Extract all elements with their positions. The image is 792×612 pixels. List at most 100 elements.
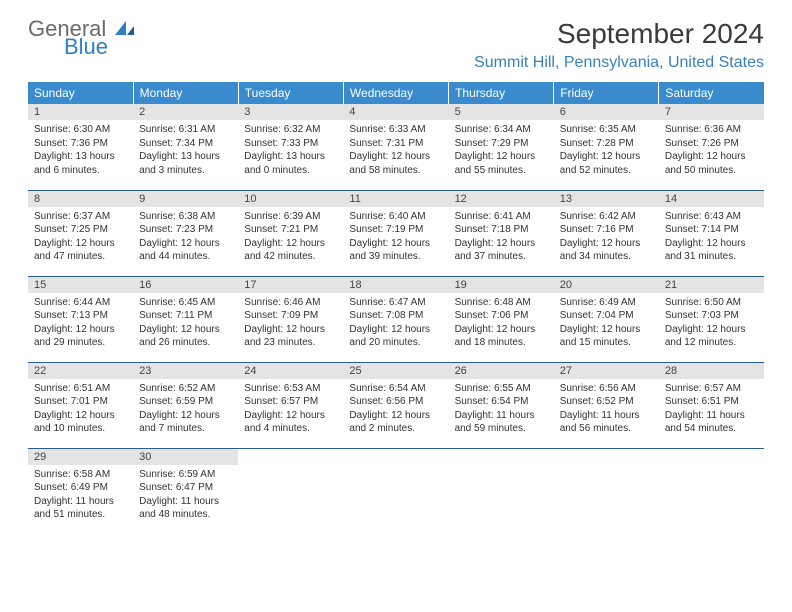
calendar-cell: 18Sunrise: 6:47 AMSunset: 7:08 PMDayligh… [343,276,448,362]
calendar-cell: 11Sunrise: 6:40 AMSunset: 7:19 PMDayligh… [343,190,448,276]
calendar-cell: 16Sunrise: 6:45 AMSunset: 7:11 PMDayligh… [133,276,238,362]
header: General Blue September 2024 Summit Hill,… [28,18,764,72]
calendar-cell [343,448,448,534]
weekday-header: Tuesday [238,82,343,104]
day-details: Sunrise: 6:39 AMSunset: 7:21 PMDaylight:… [238,207,343,268]
day-number: 13 [554,191,659,207]
day-number: 8 [28,191,133,207]
day-details: Sunrise: 6:55 AMSunset: 6:54 PMDaylight:… [449,379,554,440]
day-number: 23 [133,363,238,379]
calendar-cell [554,448,659,534]
day-details: Sunrise: 6:36 AMSunset: 7:26 PMDaylight:… [659,120,764,181]
weekday-header: Thursday [449,82,554,104]
day-number: 20 [554,277,659,293]
calendar-cell: 29Sunrise: 6:58 AMSunset: 6:49 PMDayligh… [28,448,133,534]
day-number: 11 [343,191,448,207]
day-number: 24 [238,363,343,379]
day-number: 4 [343,104,448,120]
logo: General Blue [28,18,136,58]
day-number: 10 [238,191,343,207]
day-details: Sunrise: 6:59 AMSunset: 6:47 PMDaylight:… [133,465,238,526]
day-details: Sunrise: 6:37 AMSunset: 7:25 PMDaylight:… [28,207,133,268]
weekday-header: Monday [133,82,238,104]
day-details: Sunrise: 6:54 AMSunset: 6:56 PMDaylight:… [343,379,448,440]
calendar-cell [659,448,764,534]
day-details: Sunrise: 6:57 AMSunset: 6:51 PMDaylight:… [659,379,764,440]
day-details: Sunrise: 6:53 AMSunset: 6:57 PMDaylight:… [238,379,343,440]
calendar-cell: 28Sunrise: 6:57 AMSunset: 6:51 PMDayligh… [659,362,764,448]
calendar-cell: 6Sunrise: 6:35 AMSunset: 7:28 PMDaylight… [554,104,659,190]
day-number: 25 [343,363,448,379]
day-details: Sunrise: 6:51 AMSunset: 7:01 PMDaylight:… [28,379,133,440]
day-number: 18 [343,277,448,293]
calendar-cell: 8Sunrise: 6:37 AMSunset: 7:25 PMDaylight… [28,190,133,276]
day-details: Sunrise: 6:46 AMSunset: 7:09 PMDaylight:… [238,293,343,354]
weekday-header: Saturday [659,82,764,104]
day-details: Sunrise: 6:41 AMSunset: 7:18 PMDaylight:… [449,207,554,268]
day-details: Sunrise: 6:52 AMSunset: 6:59 PMDaylight:… [133,379,238,440]
calendar-cell: 12Sunrise: 6:41 AMSunset: 7:18 PMDayligh… [449,190,554,276]
day-details: Sunrise: 6:47 AMSunset: 7:08 PMDaylight:… [343,293,448,354]
day-number: 5 [449,104,554,120]
day-number: 19 [449,277,554,293]
day-details: Sunrise: 6:42 AMSunset: 7:16 PMDaylight:… [554,207,659,268]
day-details: Sunrise: 6:44 AMSunset: 7:13 PMDaylight:… [28,293,133,354]
calendar-cell: 13Sunrise: 6:42 AMSunset: 7:16 PMDayligh… [554,190,659,276]
month-title: September 2024 [474,18,764,50]
calendar-cell: 19Sunrise: 6:48 AMSunset: 7:06 PMDayligh… [449,276,554,362]
calendar-cell: 23Sunrise: 6:52 AMSunset: 6:59 PMDayligh… [133,362,238,448]
calendar-cell: 17Sunrise: 6:46 AMSunset: 7:09 PMDayligh… [238,276,343,362]
day-details: Sunrise: 6:40 AMSunset: 7:19 PMDaylight:… [343,207,448,268]
weekday-header: Wednesday [343,82,448,104]
calendar-cell [238,448,343,534]
calendar-cell: 27Sunrise: 6:56 AMSunset: 6:52 PMDayligh… [554,362,659,448]
calendar-cell: 7Sunrise: 6:36 AMSunset: 7:26 PMDaylight… [659,104,764,190]
sail-icon [114,20,136,38]
day-number: 26 [449,363,554,379]
day-number: 2 [133,104,238,120]
location: Summit Hill, Pennsylvania, United States [474,54,764,72]
calendar-cell: 14Sunrise: 6:43 AMSunset: 7:14 PMDayligh… [659,190,764,276]
calendar-cell: 25Sunrise: 6:54 AMSunset: 6:56 PMDayligh… [343,362,448,448]
day-details: Sunrise: 6:48 AMSunset: 7:06 PMDaylight:… [449,293,554,354]
day-number: 15 [28,277,133,293]
day-number: 7 [659,104,764,120]
day-details: Sunrise: 6:32 AMSunset: 7:33 PMDaylight:… [238,120,343,181]
calendar-cell [449,448,554,534]
calendar-cell: 5Sunrise: 6:34 AMSunset: 7:29 PMDaylight… [449,104,554,190]
day-details: Sunrise: 6:30 AMSunset: 7:36 PMDaylight:… [28,120,133,181]
day-number: 30 [133,449,238,465]
day-details: Sunrise: 6:49 AMSunset: 7:04 PMDaylight:… [554,293,659,354]
calendar-cell: 4Sunrise: 6:33 AMSunset: 7:31 PMDaylight… [343,104,448,190]
calendar-cell: 22Sunrise: 6:51 AMSunset: 7:01 PMDayligh… [28,362,133,448]
day-number: 12 [449,191,554,207]
day-details: Sunrise: 6:56 AMSunset: 6:52 PMDaylight:… [554,379,659,440]
calendar-cell: 10Sunrise: 6:39 AMSunset: 7:21 PMDayligh… [238,190,343,276]
calendar-cell: 3Sunrise: 6:32 AMSunset: 7:33 PMDaylight… [238,104,343,190]
day-number: 14 [659,191,764,207]
day-details: Sunrise: 6:45 AMSunset: 7:11 PMDaylight:… [133,293,238,354]
day-details: Sunrise: 6:33 AMSunset: 7:31 PMDaylight:… [343,120,448,181]
calendar-cell: 21Sunrise: 6:50 AMSunset: 7:03 PMDayligh… [659,276,764,362]
day-details: Sunrise: 6:50 AMSunset: 7:03 PMDaylight:… [659,293,764,354]
day-number: 27 [554,363,659,379]
logo-word2: Blue [64,36,136,58]
weekday-header: Friday [554,82,659,104]
day-number: 1 [28,104,133,120]
day-details: Sunrise: 6:34 AMSunset: 7:29 PMDaylight:… [449,120,554,181]
calendar-cell: 15Sunrise: 6:44 AMSunset: 7:13 PMDayligh… [28,276,133,362]
day-details: Sunrise: 6:31 AMSunset: 7:34 PMDaylight:… [133,120,238,181]
calendar-cell: 30Sunrise: 6:59 AMSunset: 6:47 PMDayligh… [133,448,238,534]
day-number: 29 [28,449,133,465]
day-details: Sunrise: 6:38 AMSunset: 7:23 PMDaylight:… [133,207,238,268]
calendar-table: SundayMondayTuesdayWednesdayThursdayFrid… [28,82,764,534]
calendar-cell: 26Sunrise: 6:55 AMSunset: 6:54 PMDayligh… [449,362,554,448]
day-number: 22 [28,363,133,379]
day-details: Sunrise: 6:35 AMSunset: 7:28 PMDaylight:… [554,120,659,181]
day-number: 16 [133,277,238,293]
calendar-cell: 24Sunrise: 6:53 AMSunset: 6:57 PMDayligh… [238,362,343,448]
day-number: 28 [659,363,764,379]
day-number: 3 [238,104,343,120]
day-number: 6 [554,104,659,120]
calendar-cell: 20Sunrise: 6:49 AMSunset: 7:04 PMDayligh… [554,276,659,362]
